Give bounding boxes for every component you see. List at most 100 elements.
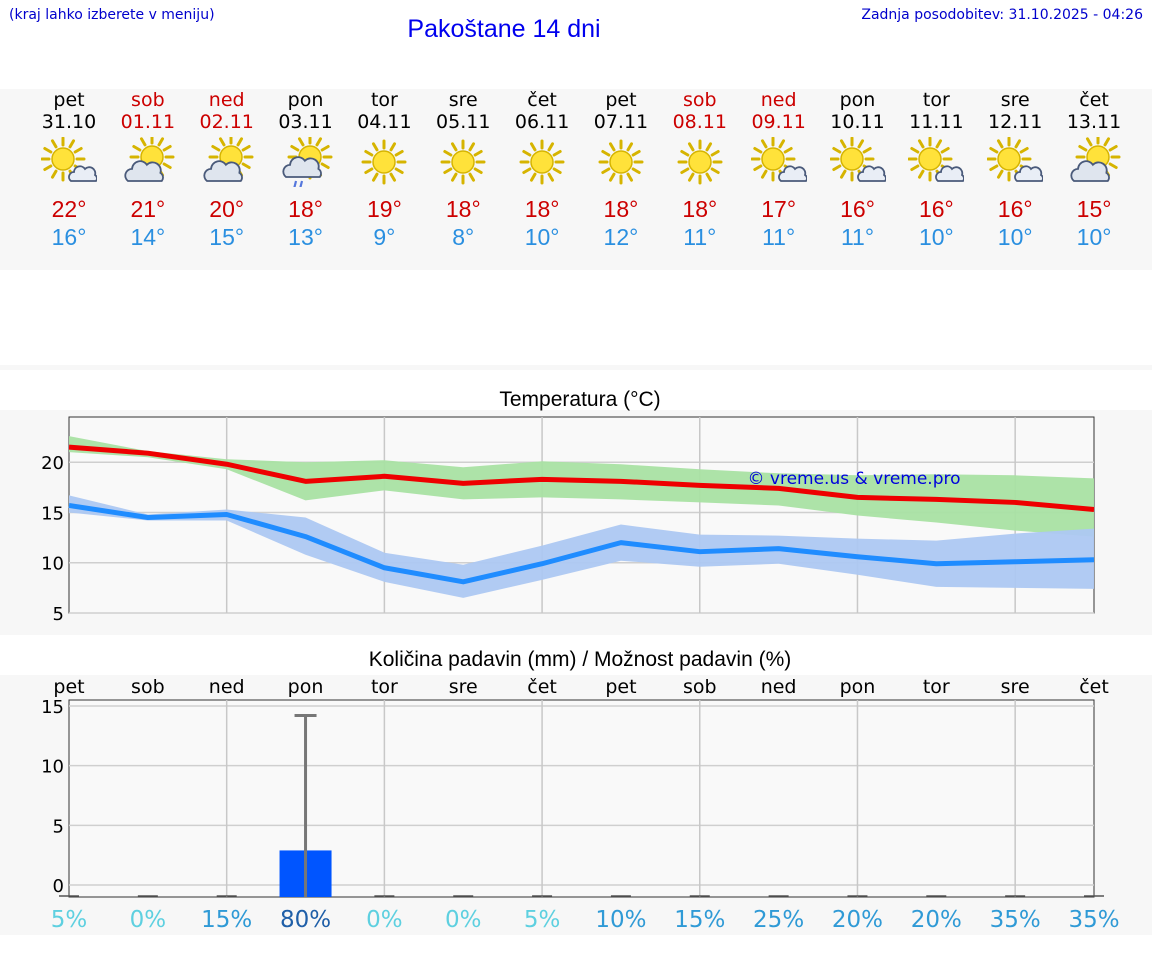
precipitation-probability-label: 35% bbox=[1068, 907, 1119, 933]
sun-icon bbox=[598, 139, 644, 185]
day-date: 01.11 bbox=[120, 111, 176, 133]
y-tick-label: 10 bbox=[41, 757, 64, 778]
precipitation-probability-label: 15% bbox=[201, 907, 252, 933]
min-temperature: 10° bbox=[997, 224, 1033, 250]
precipitation-probability-label: 80% bbox=[280, 907, 331, 933]
max-temperature: 15° bbox=[1076, 196, 1112, 222]
precipitation-probability-label: 5% bbox=[524, 907, 561, 933]
day-name: ned bbox=[760, 89, 797, 111]
day-date: 05.11 bbox=[436, 111, 491, 133]
day-name: ned bbox=[208, 89, 245, 111]
precipitation-chart: pet sob ned pon tor sre čet pet sob ned pon tor sre č… bbox=[41, 676, 1119, 933]
sun-icon bbox=[519, 139, 565, 185]
forecast-day: čet 13.11 15° 10° bbox=[1054, 89, 1134, 251]
max-temperature: 16° bbox=[840, 196, 875, 222]
last-update-text: Zadnja posodobitev: 31.10.2025 - 04:26 bbox=[861, 7, 1143, 23]
forecast-day: sre 12.11 16° 10° bbox=[975, 89, 1055, 251]
min-temperature-range-band bbox=[69, 495, 1094, 598]
min-temperature: 14° bbox=[130, 224, 166, 250]
temperature-chart: 5 10 15 20 © vreme.us & vreme.pro bbox=[41, 416, 1095, 625]
sun-cloud-icon bbox=[987, 137, 1044, 182]
max-temperature: 21° bbox=[130, 196, 166, 222]
max-temperature: 20° bbox=[209, 196, 245, 222]
max-temperature: 16° bbox=[918, 196, 954, 222]
day-name: pon bbox=[839, 89, 876, 111]
min-temperature: 8° bbox=[452, 224, 475, 250]
forecast-day: tor 04.11 19° 9° bbox=[344, 89, 424, 251]
forecast-day: sob 01.11 21° 14° bbox=[108, 89, 188, 251]
y-tick-label: 10 bbox=[41, 554, 64, 575]
x-category-label: sob bbox=[131, 676, 165, 698]
forecast-day: pon 10.11 16° 11° bbox=[818, 89, 898, 251]
day-date: 03.11 bbox=[278, 111, 333, 133]
x-category-label: sob bbox=[683, 676, 717, 698]
x-category-label: čet bbox=[527, 676, 557, 698]
max-temperature-line bbox=[68, 444, 1095, 512]
day-name: čet bbox=[527, 89, 557, 111]
precipitation-chart-title: Količina padavin (mm) / Možnost padavin … bbox=[368, 648, 792, 671]
precipitation-probability-label: 10% bbox=[595, 907, 646, 933]
forecast-day: pon 03.11 18° 13° bbox=[266, 89, 346, 251]
max-temperature: 17° bbox=[761, 196, 797, 222]
precipitation-probability-label: 0% bbox=[130, 907, 167, 933]
y-tick-label: 5 bbox=[53, 816, 64, 837]
min-temperature: 9° bbox=[373, 224, 396, 250]
sun-icon bbox=[440, 139, 486, 185]
x-category-label: ned bbox=[761, 676, 797, 698]
day-name: pet bbox=[53, 89, 85, 111]
max-temperature: 18° bbox=[603, 196, 639, 222]
temperature-chart-title: Temperatura (°C) bbox=[499, 388, 661, 411]
precipitation-probability-label: 20% bbox=[832, 907, 883, 933]
day-date: 13.11 bbox=[1066, 111, 1122, 133]
cloud-sun-icon bbox=[1070, 137, 1121, 182]
forecast-day: ned 09.11 17° 11° bbox=[739, 89, 819, 251]
max-temperature-range-band bbox=[69, 436, 1094, 537]
max-temperature: 18° bbox=[288, 196, 323, 222]
y-tick-label: 5 bbox=[53, 604, 64, 625]
forecast-day: čet 06.11 18° 10° bbox=[502, 89, 582, 251]
sun-cloud-icon bbox=[750, 137, 807, 182]
max-temperature: 22° bbox=[51, 196, 87, 222]
y-tick-label: 0 bbox=[53, 876, 64, 897]
precipitation-probability-label: 0% bbox=[445, 907, 482, 933]
x-category-label: sre bbox=[1001, 676, 1030, 698]
min-temperature: 11° bbox=[762, 224, 796, 250]
day-date: 12.11 bbox=[987, 111, 1043, 133]
forecast-day: sob 08.11 18° 11° bbox=[660, 89, 740, 251]
forecast-day: pet 31.10 22° 16° bbox=[29, 89, 109, 251]
max-temperature: 18° bbox=[445, 196, 481, 222]
day-date: 11.11 bbox=[909, 111, 964, 133]
day-date: 09.11 bbox=[751, 111, 806, 133]
y-tick-label: 15 bbox=[41, 503, 64, 524]
min-temperature: 12° bbox=[603, 224, 639, 250]
forecast-day: pet 07.11 18° 12° bbox=[581, 89, 661, 251]
forecast-day: ned 02.11 20° 15° bbox=[187, 89, 267, 251]
precipitation-probability-label: 15% bbox=[674, 907, 725, 933]
day-date: 06.11 bbox=[514, 111, 570, 133]
x-category-label: čet bbox=[1079, 676, 1109, 698]
min-temperature-line bbox=[68, 502, 1095, 585]
day-name: sob bbox=[683, 89, 717, 111]
x-category-label: ned bbox=[209, 676, 245, 698]
precipitation-probability-label: 35% bbox=[990, 907, 1041, 933]
day-name: tor bbox=[922, 89, 950, 111]
precipitation-probability-label: 25% bbox=[753, 907, 804, 933]
sun-icon bbox=[361, 139, 407, 185]
y-tick-label: 15 bbox=[41, 697, 64, 718]
location-menu-note: (kraj lahko izberete v meniju) bbox=[9, 7, 215, 23]
day-name: pon bbox=[287, 89, 324, 111]
cloud-sun-icon bbox=[203, 137, 254, 182]
sun-cloud-icon bbox=[41, 137, 97, 182]
separator-band bbox=[0, 365, 1152, 370]
watermark: © vreme.us & vreme.pro bbox=[747, 469, 960, 489]
min-temperature: 10° bbox=[524, 224, 560, 250]
max-temperature: 19° bbox=[367, 196, 402, 222]
y-tick-label: 20 bbox=[41, 453, 64, 474]
day-name: sre bbox=[1000, 89, 1030, 111]
plot-area bbox=[68, 699, 1095, 898]
x-category-label: tor bbox=[371, 676, 398, 698]
min-temperature: 16° bbox=[51, 224, 87, 250]
min-temperature: 10° bbox=[918, 224, 954, 250]
forecast-day: tor 11.11 16° 10° bbox=[896, 89, 976, 251]
precipitation-probability-label: 20% bbox=[911, 907, 962, 933]
